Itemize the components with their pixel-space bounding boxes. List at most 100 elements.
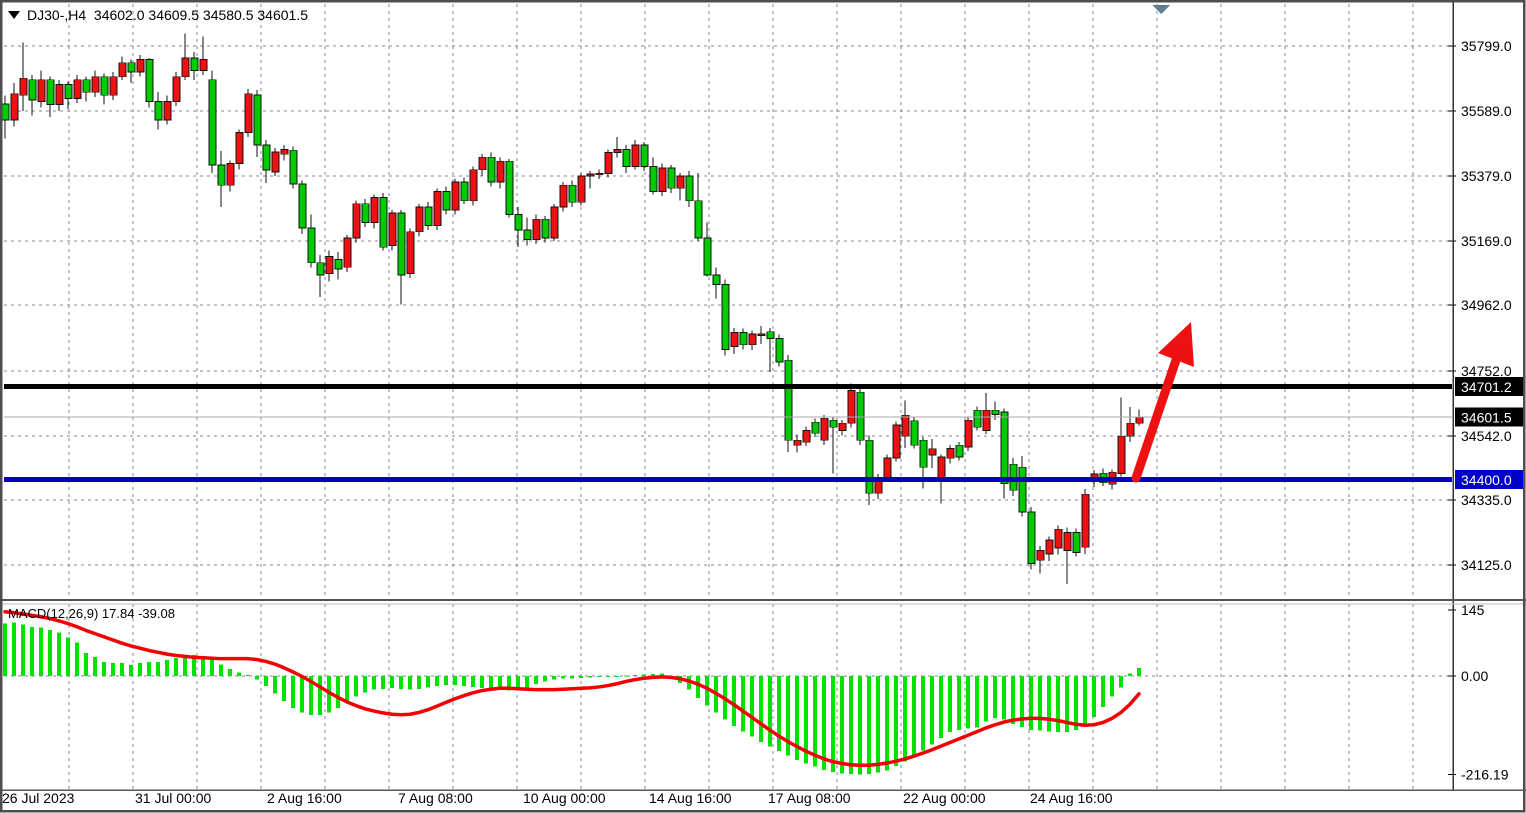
candle-bullish xyxy=(928,448,937,456)
macd-histogram-bar xyxy=(984,676,988,722)
symbol-ohlc-text: DJ30-,H4 34602.0 34609.5 34580.5 34601.5 xyxy=(27,7,309,23)
candle-bullish xyxy=(199,59,208,71)
candle-bearish xyxy=(307,227,316,264)
macd-histogram-bar xyxy=(354,676,358,697)
macd-histogram-bar xyxy=(1002,676,1006,720)
macd-histogram-bar xyxy=(957,676,961,730)
candle-bearish xyxy=(712,274,721,285)
macd-histogram-bar xyxy=(930,676,934,745)
macd-histogram-bar xyxy=(579,676,583,678)
macd-histogram-bar xyxy=(390,676,394,688)
macd-histogram-bar xyxy=(1119,676,1123,688)
candle-bearish xyxy=(460,181,469,202)
macd-histogram-bar xyxy=(1065,676,1069,733)
macd-histogram-bar xyxy=(615,676,619,677)
candle-bearish xyxy=(919,439,928,468)
macd-histogram-bar xyxy=(642,674,646,676)
candle-bearish xyxy=(856,391,865,441)
candle-bullish xyxy=(496,160,505,183)
macd-histogram-bar xyxy=(147,661,151,676)
candle-bullish xyxy=(235,132,244,164)
macd-histogram-bar xyxy=(408,676,412,690)
macd-histogram-bar xyxy=(210,658,214,676)
candle-bearish xyxy=(568,184,577,203)
candle-bullish xyxy=(172,76,181,102)
candle-bullish xyxy=(1045,539,1054,555)
candle-bullish xyxy=(388,212,397,247)
symbol-dropdown-triangle-icon[interactable] xyxy=(8,11,20,19)
macd-histogram-bar xyxy=(525,676,529,688)
trend-arrow-head[interactable] xyxy=(1158,322,1194,367)
macd-histogram-bar xyxy=(39,627,43,676)
macd-histogram-bar xyxy=(660,673,664,676)
macd-histogram-bar xyxy=(48,629,52,676)
macd-histogram-bar xyxy=(318,676,322,716)
macd-histogram-bar xyxy=(894,676,898,767)
macd-histogram-bar xyxy=(489,676,493,689)
price-axis[interactable]: 35799.0 35589.0 35379.0 35169.0 34962.0 34752… xyxy=(1448,2,1525,790)
price-badge xyxy=(1455,407,1525,427)
main-pane[interactable] xyxy=(1,33,1452,585)
macd-histogram-bar xyxy=(453,676,457,686)
candle-bullish xyxy=(415,206,424,233)
macd-histogram-bar xyxy=(273,676,277,694)
macd-histogram-bar xyxy=(264,676,268,687)
macd-histogram-bar xyxy=(993,676,997,718)
macd-histogram-bar xyxy=(1083,676,1087,726)
candle-bullish xyxy=(406,231,415,274)
macd-histogram-bar xyxy=(1011,676,1015,724)
candle-bearish xyxy=(1072,531,1081,553)
macd-histogram-bar xyxy=(624,675,628,677)
macd-histogram-bar xyxy=(228,669,232,676)
candle-bearish xyxy=(784,359,793,441)
candle-bullish xyxy=(469,169,478,202)
candle-bullish xyxy=(1135,416,1144,424)
candle-bearish xyxy=(487,156,496,183)
candle-bullish xyxy=(37,79,46,102)
candle-bearish xyxy=(829,419,838,428)
macd-histogram-bar xyxy=(93,656,97,676)
price-axis-label: 35379.0 xyxy=(1461,168,1512,184)
candle-bullish xyxy=(181,57,190,78)
time-axis-label: 7 Aug 08:00 xyxy=(398,790,473,806)
candle-bullish xyxy=(343,237,352,268)
macd-histogram-bar xyxy=(291,676,295,708)
macd-pane[interactable] xyxy=(3,610,1141,775)
candle-bullish xyxy=(532,218,541,240)
time-axis[interactable]: 26 Jul 2023 31 Jul 00:00 2 Aug 16:00 7 Aug … xyxy=(0,789,1526,806)
macd-histogram-bar xyxy=(84,652,88,676)
macd-histogram-bar xyxy=(849,676,853,774)
macd-histogram-bar xyxy=(417,676,421,689)
price-badge-label: 34601.5 xyxy=(1461,410,1512,426)
time-axis-label: 24 Aug 16:00 xyxy=(1030,790,1113,806)
macd-histogram-bar xyxy=(1029,676,1033,730)
macd-histogram-bar xyxy=(156,661,160,676)
macd-histogram-bar xyxy=(174,657,178,676)
candle-bullish xyxy=(163,101,172,121)
candle-bullish xyxy=(946,447,955,459)
macd-histogram-bar xyxy=(498,676,502,690)
time-axis-label: 22 Aug 00:00 xyxy=(903,790,986,806)
macd-histogram-bar xyxy=(3,623,7,676)
candle-bearish xyxy=(694,200,703,239)
candle-bearish xyxy=(424,206,433,226)
candle-bullish xyxy=(757,333,766,336)
candle-bullish xyxy=(559,184,568,208)
time-axis-label: 2 Aug 16:00 xyxy=(267,790,342,806)
macd-histogram-bar xyxy=(192,655,196,676)
macd-histogram-bar xyxy=(705,676,709,706)
macd-histogram-bar xyxy=(903,676,907,762)
macd-histogram-bar xyxy=(1038,676,1042,731)
candle-bullish xyxy=(901,414,910,437)
macd-histogram-bar xyxy=(732,676,736,727)
candle-bullish xyxy=(73,79,82,99)
candle-bullish xyxy=(136,59,145,73)
chart-shift-marker-icon[interactable] xyxy=(1152,5,1170,14)
macd-histogram-bar xyxy=(1056,676,1060,733)
trend-arrow-shaft[interactable] xyxy=(1131,355,1181,483)
candle-bullish xyxy=(802,429,811,443)
macd-axis-label: 145 xyxy=(1461,602,1485,618)
macd-histogram-bar xyxy=(300,676,304,713)
